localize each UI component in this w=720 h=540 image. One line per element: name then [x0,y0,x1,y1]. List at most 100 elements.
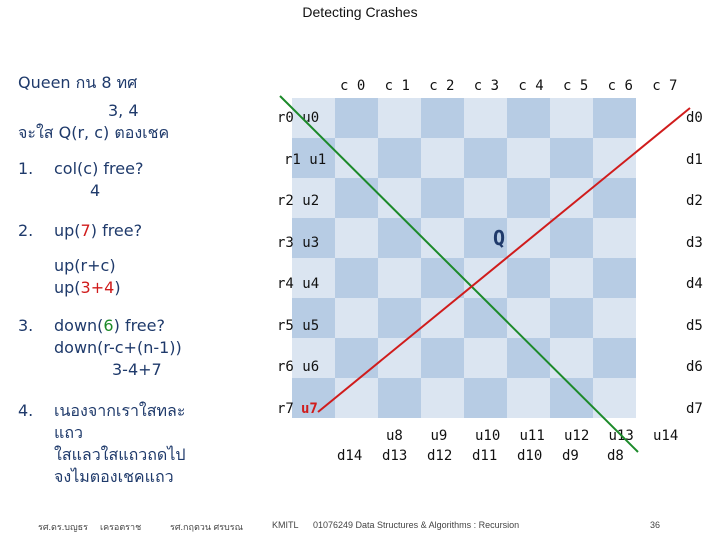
footer-author-1: รศ.ดร.บญธร [38,522,88,532]
footer-course: 01076249 Data Structures & Algorithms : … [313,520,520,530]
board-cell [335,258,378,298]
down-diagonal-bottom-label: d14 [337,448,363,464]
board-cell [507,138,550,178]
board-cell [292,258,335,298]
board-cell [378,298,421,338]
down-diagonal-bottom-label: d10 [517,448,543,464]
item-3-green: 6 [103,316,114,335]
board-cell [378,178,421,218]
board-cell [378,378,421,418]
board-cell [464,338,507,378]
item-4-line4: จงไมตองเชคแถว [54,467,174,486]
item-3-number: 3. [18,316,34,335]
column-header: c 5 [563,78,589,94]
board-cell [292,338,335,378]
down-diagonal-label: d2 [686,193,703,209]
board-cell [421,98,464,138]
board-cell [593,378,636,418]
up-diagonal-label: u9 [430,428,448,444]
item-2-text: up(7) free? [54,221,143,240]
row-label: r1 u1 [284,151,327,168]
board-cell [464,378,507,418]
up-diagonal-label: u11 [519,428,545,444]
footer-org: KMITL [272,520,299,530]
column-header: c 1 [384,78,410,94]
down-diagonal-bottom-label: d8 [607,448,624,464]
up-diagonal-line [317,107,691,413]
down-diagonal-line [279,95,639,453]
item-1-text: col(c) free? [54,159,144,178]
column-header: c 2 [429,78,455,94]
slide-title: Detecting Crashes [302,4,418,20]
board-cell [593,298,636,338]
board-cell [421,138,464,178]
board-cell [292,378,335,418]
board-cell [593,338,636,378]
column-header: c 0 [340,78,366,94]
board-cell [292,98,335,138]
item-3-sub2: 3-4+7 [112,360,162,379]
board-cell [335,178,378,218]
down-diagonal-label: d6 [686,359,703,375]
down-diagonal-label: d0 [686,110,703,126]
item-4-number: 4. [18,401,34,420]
board-cell [378,98,421,138]
up-diagonal-label: u14 [653,428,679,444]
row-label: r2 u2 [277,193,320,209]
board-cell [464,98,507,138]
board-cell [292,218,335,258]
row-label: r7 [277,400,294,417]
board-cell [421,378,464,418]
column-header: c 4 [518,78,544,94]
board-cell [378,258,421,298]
item-3-text: down(6) free? [54,316,165,335]
footer-author-3: รศ.กฤตวน ศรบรณ [170,522,243,532]
board-cell [335,378,378,418]
item-1-number: 1. [18,159,34,178]
footer-author-2: เครอตราช [100,522,142,532]
board-cell [335,298,378,338]
row-label: r3 u3 [277,234,320,251]
column-header: c 7 [652,78,678,94]
item-2-red: 7 [80,221,91,240]
column-header: c 6 [607,78,633,94]
row-label: r5 u5 [277,317,320,334]
item-3-sub1: down(r-c+(n-1)) [54,338,182,357]
down-diagonal-bottom-label: d11 [472,448,498,464]
check-line: จะใส Q(r, c) ตองเชค [18,123,170,142]
row-label-u7: u7 [301,400,318,417]
down-diagonal-label: d3 [686,234,703,251]
down-diagonal-label: d1 [686,151,703,168]
board-cell [464,138,507,178]
board-cell [335,218,378,258]
board-cell [421,338,464,378]
board-cell [464,298,507,338]
up-diagonal-label: u10 [475,428,501,444]
board-cell [378,138,421,178]
board-cell [292,298,335,338]
board-cell [464,178,507,218]
down-diagonal-label: d5 [686,317,703,334]
board-cell [550,298,593,338]
down-diagonal-label: d7 [686,400,703,417]
footer-page-number: 36 [650,520,661,530]
board-cell [421,178,464,218]
board-cell [550,218,593,258]
board-cell [593,218,636,258]
board-cell [507,98,550,138]
board-cell [421,218,464,258]
board-cell [464,218,507,258]
queen-coords: 3, 4 [108,101,139,120]
row-label: r0 u0 [277,110,320,126]
row-label: r6 u6 [277,359,320,375]
down-diagonal-bottom-label: d9 [562,448,579,464]
board-cell [292,178,335,218]
board-cell [335,98,378,138]
up-diagonal-label: u8 [386,428,403,444]
item-2-number: 2. [18,221,34,240]
board-cell [421,258,464,298]
board-cell [593,98,636,138]
board-cell [593,178,636,218]
board-cell [507,258,550,298]
